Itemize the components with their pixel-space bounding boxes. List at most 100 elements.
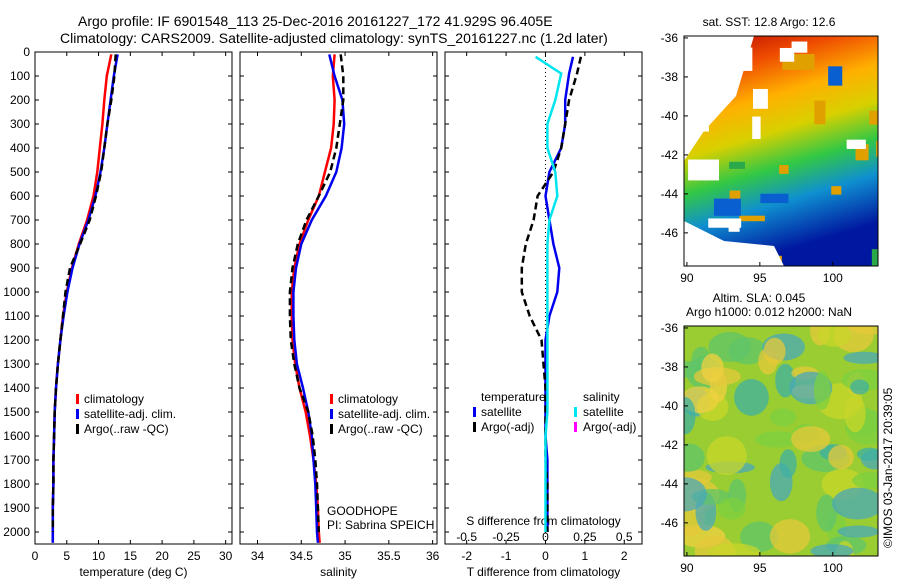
sla-patch <box>728 337 767 365</box>
annotation-text: GOODHOPE <box>327 504 398 518</box>
plot-frame <box>34 51 233 545</box>
sla-patch <box>763 337 786 365</box>
y-tick-label: 200 <box>10 93 30 107</box>
y-tick-label: -40 <box>661 109 679 123</box>
legend-label: satellite-adj. clim. <box>338 407 430 421</box>
y-tick-label: -42 <box>661 438 679 452</box>
sla-patch <box>706 436 747 476</box>
y-tick-label: 1900 <box>3 501 30 515</box>
y-tick-label: -36 <box>661 31 679 45</box>
y-tick-label: 1300 <box>3 357 30 371</box>
y-tick-label: -46 <box>661 226 679 240</box>
sla-patch <box>817 326 851 347</box>
y-tick-label: 100 <box>10 69 30 83</box>
sla-patch <box>828 444 854 470</box>
legend-swatch <box>76 394 79 404</box>
legend-title-salinity: salinity <box>583 390 620 404</box>
map-panel-sst-map: -36 -38 -40 -42 -44 -46 90 95 100 sat. SST: 12.8 … <box>661 15 879 285</box>
x-tick-label: 10 <box>92 549 106 563</box>
sst-patch <box>752 116 761 140</box>
y-tick-label: -46 <box>661 516 679 530</box>
legend-swatch <box>330 394 333 404</box>
x-tick-label: 100 <box>823 561 843 575</box>
x-tick-label: 36 <box>426 549 440 563</box>
imos-credit: ©IMOS 03-Jan-2017 20:39:05 <box>881 387 895 548</box>
sla-patch <box>708 543 761 556</box>
y-tick-label: -36 <box>661 321 679 335</box>
x-axis-label: salinity <box>320 565 357 579</box>
legend-label: climatology <box>84 392 144 406</box>
sst-patch <box>708 218 742 228</box>
y-tick-label: -44 <box>661 477 679 491</box>
s-tick-label: -0.25 <box>492 530 520 544</box>
x-tick-label: 34 <box>251 549 265 563</box>
x-tick-label: 35 <box>338 549 352 563</box>
map-panel-sla-map: -36 -38 -40 -42 -44 -46 90 95 100 Altim. SLA: 0.0… <box>661 291 879 575</box>
legend-label: Argo(..raw -QC) <box>338 422 423 436</box>
figure-title-line1: Argo profile: IF 6901548_113 25-Dec-2016… <box>78 13 553 29</box>
legend-swatch <box>330 424 333 434</box>
legend-swatch <box>574 422 577 432</box>
s-tick-label: 0.25 <box>573 530 597 544</box>
y-tick-label: 1600 <box>3 429 30 443</box>
sst-patch <box>729 190 741 206</box>
y-tick-label: 0 <box>23 45 30 59</box>
legend-label: Argo(-adj) <box>481 420 534 434</box>
sst-patch <box>688 159 719 181</box>
sla-patch <box>791 426 831 453</box>
series-line-argorawqc <box>51 54 117 532</box>
x-axis-label: temperature (deg C) <box>79 565 187 579</box>
sla-patch <box>852 472 878 489</box>
y-tick-label: -42 <box>661 148 679 162</box>
sst-patch <box>871 249 878 266</box>
sst-patch <box>752 88 768 109</box>
x-tick-label: 100 <box>823 271 843 285</box>
no-data-region <box>684 36 754 161</box>
no-data-region <box>684 221 784 266</box>
y-tick-label: -38 <box>661 360 679 374</box>
sst-patch <box>729 161 746 169</box>
profile-panel-temperature: 0100200300400500600700800900100011001200… <box>3 45 232 579</box>
x-tick-label: 5 <box>63 549 70 563</box>
series-line-argorawqc <box>288 54 345 533</box>
sst-patch <box>791 41 808 53</box>
legend-swatch <box>76 409 79 419</box>
x-tick-label: 20 <box>155 549 169 563</box>
y-tick-label: 800 <box>10 237 30 251</box>
x-tick-label: 30 <box>219 549 233 563</box>
y-tick-label: 300 <box>10 117 30 131</box>
map-subtitle: Argo h1000: 0.012 h2000: NaN <box>686 305 852 319</box>
s-tick-label: 0 <box>542 530 549 544</box>
sst-patch <box>828 66 843 86</box>
x-tick-label: 0 <box>542 549 549 563</box>
legend-label: satellite <box>583 405 624 419</box>
x-tick-label: 90 <box>680 271 694 285</box>
sla-patch <box>684 477 707 512</box>
sst-patch <box>779 164 789 174</box>
sla-patch <box>810 544 854 556</box>
map-frame <box>683 325 879 557</box>
x-tick-label: -2 <box>461 549 472 563</box>
sla-patch <box>717 497 746 520</box>
series-line-satelliteadjclim <box>292 54 346 543</box>
sla-patch <box>701 353 724 383</box>
x-tick-label: 0 <box>32 549 39 563</box>
y-tick-label: -38 <box>661 70 679 84</box>
sst-patch <box>728 227 740 232</box>
sla-patch <box>816 494 838 532</box>
x-tick-label: 25 <box>187 549 201 563</box>
y-tick-label: 600 <box>10 189 30 203</box>
y-tick-label: 900 <box>10 261 30 275</box>
sst-patch <box>869 110 878 125</box>
sst-patch <box>713 198 741 216</box>
sla-patch <box>734 379 769 416</box>
sst-patch <box>814 100 826 125</box>
sla-patch <box>684 443 705 472</box>
y-tick-label: -44 <box>661 187 679 201</box>
x-tick-label: 90 <box>680 561 694 575</box>
y-tick-label: 700 <box>10 213 30 227</box>
sla-patch <box>813 371 831 410</box>
x-tick-label: 1 <box>582 549 589 563</box>
y-tick-label: 2000 <box>3 525 30 539</box>
